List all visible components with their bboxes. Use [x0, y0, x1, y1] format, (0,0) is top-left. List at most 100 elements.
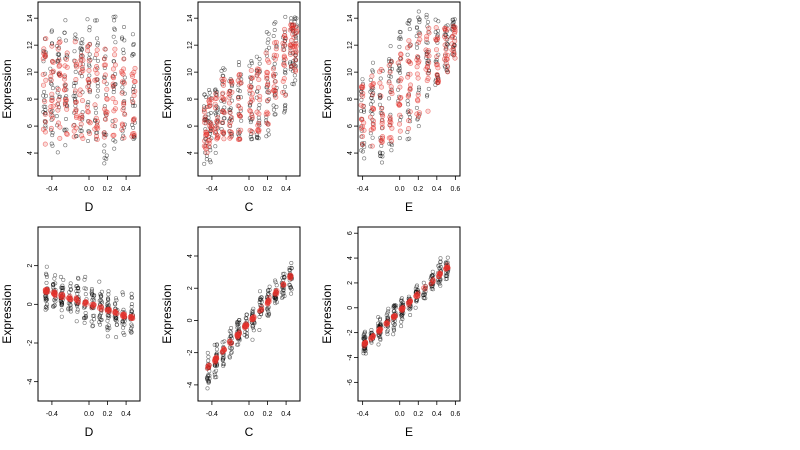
- fitted-point: [292, 68, 298, 74]
- fitted-point: [415, 92, 421, 98]
- fitted-point: [71, 123, 77, 129]
- observed-point: [120, 85, 125, 90]
- observed-point: [53, 273, 58, 278]
- observed-point: [242, 332, 247, 337]
- fitted-point: [40, 72, 46, 78]
- observed-point: [229, 333, 234, 338]
- y-tick-label: 6: [27, 124, 34, 128]
- fitted-point: [387, 118, 393, 124]
- observed-point: [128, 328, 133, 333]
- observed-point: [229, 84, 234, 89]
- fitted-point: [434, 72, 440, 78]
- observed-point: [244, 316, 249, 321]
- observed-point: [227, 118, 232, 123]
- observed-point: [292, 15, 297, 20]
- fitted-point: [380, 124, 386, 130]
- fitted-point: [55, 87, 61, 93]
- observed-point: [359, 148, 364, 153]
- fitted-point: [98, 304, 104, 310]
- fitted-point: [258, 307, 264, 313]
- observed-point: [413, 305, 418, 310]
- fitted-point: [207, 137, 213, 143]
- observed-point: [53, 299, 58, 304]
- fitted-point: [64, 50, 70, 56]
- fitted-point: [228, 134, 234, 140]
- observed-point: [254, 95, 259, 100]
- fitted-point: [227, 338, 233, 344]
- fitted-point: [426, 25, 432, 31]
- fitted-point: [94, 64, 100, 70]
- fitted-point: [40, 56, 46, 62]
- fitted-point: [292, 47, 298, 53]
- fitted-point: [93, 51, 99, 57]
- observed-point: [288, 285, 293, 290]
- fitted-point: [397, 128, 403, 134]
- observed-point: [362, 141, 367, 146]
- fitted-point: [287, 27, 293, 33]
- points: [40, 14, 138, 166]
- x-axis: -0.4 0.0 0.2 0.4 0.6: [357, 176, 460, 193]
- observed-point: [430, 273, 435, 278]
- observed-point: [60, 283, 65, 288]
- y-tick-label: 10: [27, 68, 34, 76]
- observed-point: [105, 334, 110, 339]
- observed-point: [416, 85, 421, 90]
- observed-point: [386, 309, 391, 314]
- x-tick-label: 0.4: [281, 186, 291, 193]
- fitted-point: [387, 114, 393, 120]
- fitted-point: [237, 329, 243, 335]
- observed-point: [121, 47, 126, 52]
- observed-point: [130, 309, 135, 314]
- fitted-point: [255, 122, 261, 128]
- x-tick-label: 0.2: [263, 411, 273, 418]
- x-tick-label: 0.4: [121, 411, 131, 418]
- fitted-point: [236, 72, 242, 78]
- observed-point: [280, 44, 285, 49]
- observed-point: [74, 319, 79, 324]
- observed-point: [80, 110, 85, 115]
- observed-point: [289, 260, 294, 265]
- observed-point: [256, 106, 261, 111]
- observed-point: [229, 336, 234, 341]
- fitted-point: [107, 309, 113, 315]
- y-tick-label: 4: [187, 151, 194, 155]
- observed-point: [78, 129, 83, 134]
- fitted-point: [437, 272, 443, 278]
- fitted-point: [101, 130, 107, 136]
- observed-point: [407, 27, 412, 32]
- observed-point: [56, 45, 61, 50]
- observed-point: [213, 87, 218, 92]
- observed-point: [98, 322, 103, 327]
- y-tick-label: 0: [347, 306, 354, 310]
- fitted-point: [399, 306, 405, 312]
- observed-point: [102, 132, 107, 137]
- fitted-point: [358, 102, 364, 108]
- observed-point: [215, 118, 220, 123]
- observed-point: [111, 34, 116, 39]
- observed-point: [250, 310, 255, 315]
- observed-point: [408, 119, 413, 124]
- observed-point: [230, 98, 235, 103]
- fitted-point: [426, 30, 432, 36]
- observed-point: [96, 88, 101, 93]
- fitted-point: [288, 272, 294, 278]
- fitted-point: [370, 118, 376, 124]
- observed-point: [257, 327, 262, 332]
- observed-point: [289, 266, 294, 271]
- observed-point: [114, 296, 119, 301]
- observed-point: [74, 134, 79, 139]
- y-tick-label: 14: [187, 14, 194, 22]
- y-tick-label: 4: [347, 256, 354, 260]
- observed-point: [385, 332, 390, 337]
- observed-point: [239, 118, 244, 123]
- x-tick-label: 0.4: [121, 186, 131, 193]
- fitted-point: [280, 78, 286, 84]
- fitted-point: [94, 137, 100, 143]
- observed-point: [369, 108, 374, 113]
- observed-point: [266, 313, 271, 318]
- fitted-point: [214, 135, 220, 141]
- observed-point: [361, 109, 366, 114]
- observed-point: [86, 139, 91, 144]
- observed-point: [249, 61, 254, 66]
- fitted-point: [433, 25, 439, 31]
